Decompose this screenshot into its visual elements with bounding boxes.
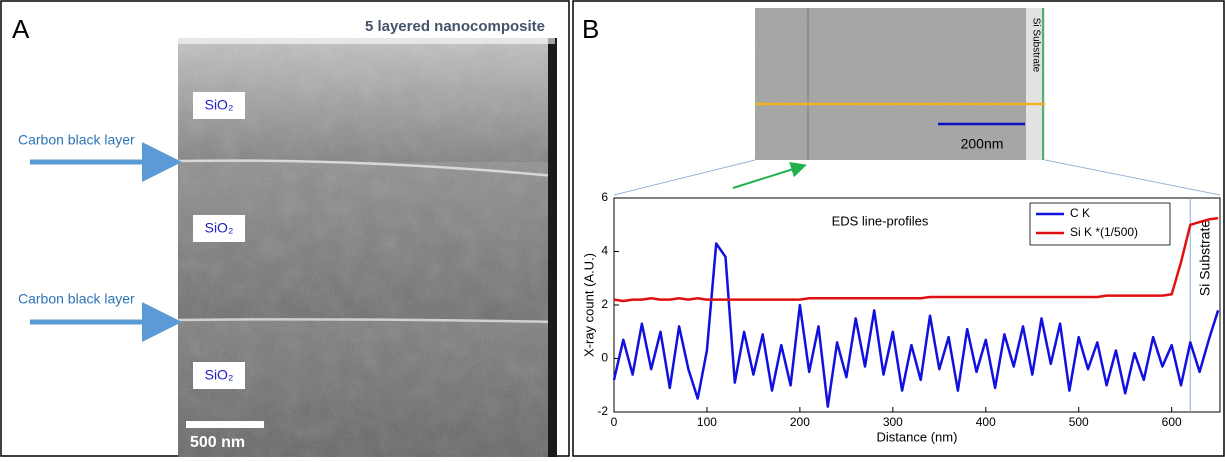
image-title: 5 layered nanocomposite	[365, 18, 545, 35]
layer-label: SiO₂	[205, 220, 234, 236]
data-line	[613, 216, 1219, 303]
arrow-label: Carbon black layer	[18, 132, 135, 148]
data-line	[612, 242, 1220, 408]
x-axis-label: Distance (nm)	[877, 429, 958, 444]
layer-labels: SiO₂ SiO₂ SiO₂	[193, 92, 245, 389]
panel-b-frame	[572, 0, 1225, 457]
x-tick-label: 400	[976, 415, 996, 429]
panel-label: B	[582, 14, 599, 44]
legend-box	[1029, 202, 1171, 246]
inset-scale-label: 200nm	[961, 136, 1004, 152]
y-axis-label: X-ray count (A.U.)	[581, 253, 596, 357]
inset-label: Si Substrate	[1030, 18, 1041, 73]
scale-bar	[186, 421, 264, 428]
y-tick-label: 6	[601, 190, 608, 204]
x-tick-label: 600	[1162, 415, 1182, 429]
y-tick-label: 4	[601, 244, 608, 258]
substrate-label: Si Substrate	[1197, 220, 1213, 296]
x-tick-label: 300	[883, 415, 903, 429]
x-tick-label: 200	[790, 415, 810, 429]
chart-title: EDS line-profiles	[832, 213, 929, 228]
y-tick-label: -2	[597, 404, 608, 418]
inset-image	[613, 8, 1221, 196]
y-tick-label: 0	[601, 351, 608, 365]
y-tick-label: 2	[601, 297, 608, 311]
legend-label: Si K *(1/500)	[1070, 225, 1138, 239]
x-tick-label: 100	[697, 415, 717, 429]
legend-label: C K	[1070, 206, 1090, 220]
scale-bar-label: 500 nm	[190, 434, 245, 451]
arrow-label: Carbon black layer	[18, 291, 135, 307]
x-tick-label: 0	[611, 415, 618, 429]
panel-label: A	[12, 14, 30, 44]
layer-label: SiO₂	[205, 367, 234, 383]
x-tick-label: 500	[1069, 415, 1089, 429]
layer-label: SiO₂	[205, 97, 234, 113]
